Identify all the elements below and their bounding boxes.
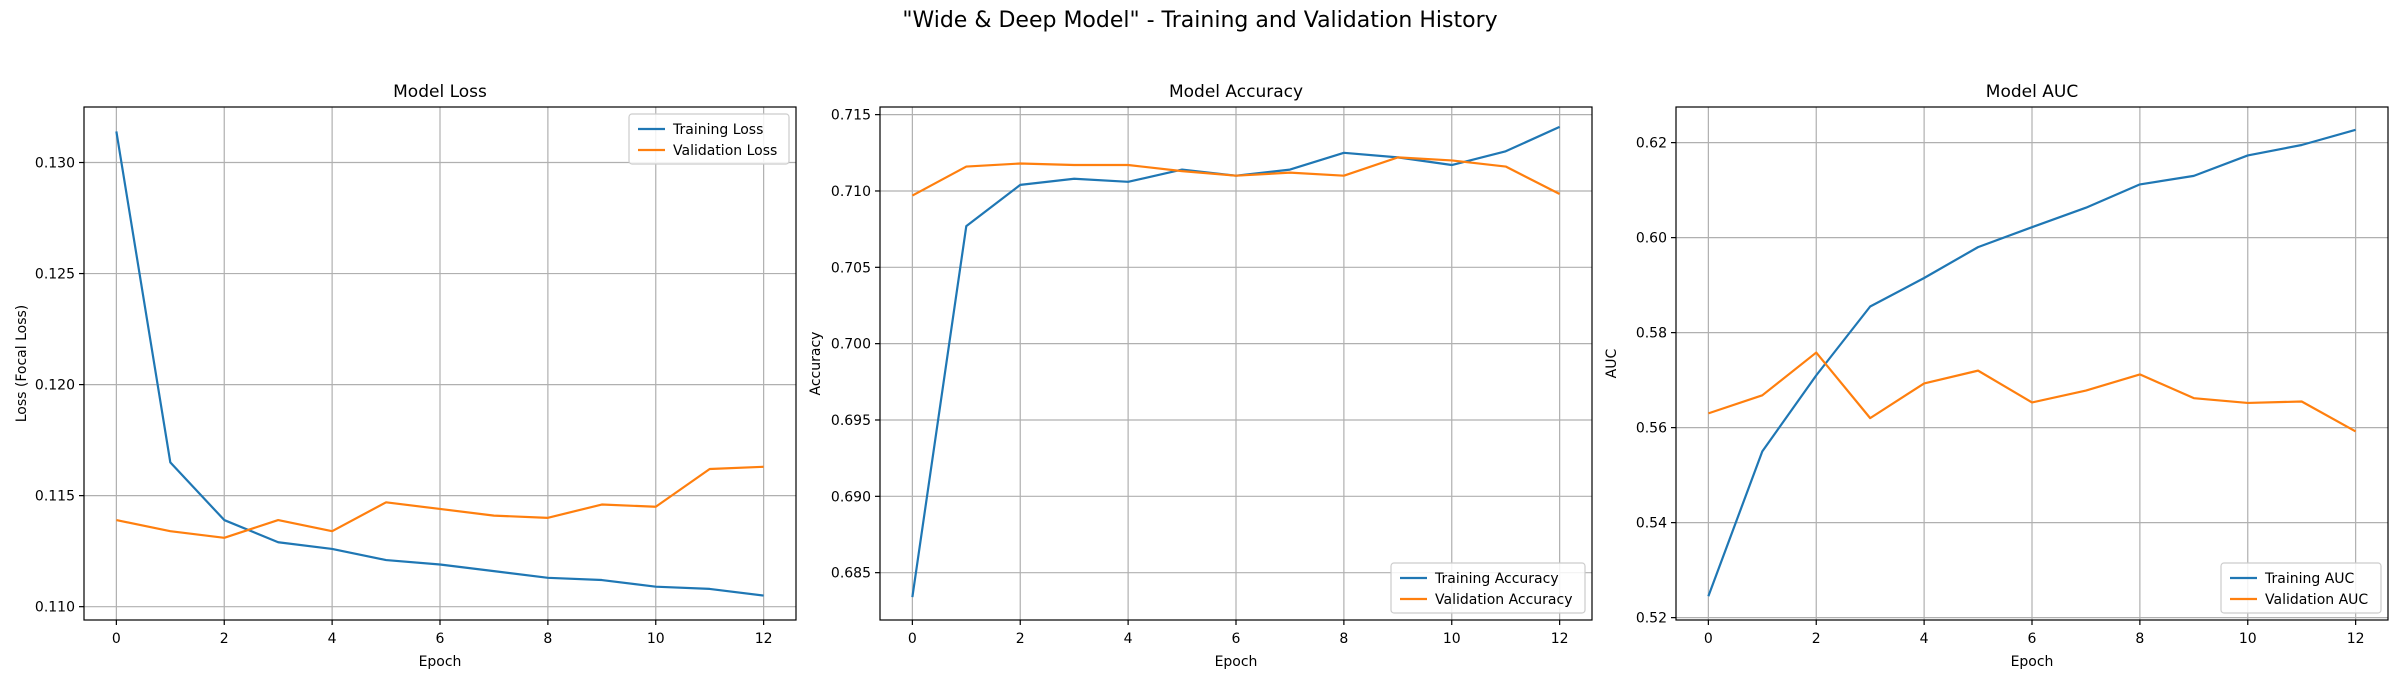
y-tick-label: 0.685 [831,566,871,582]
series-line-0 [1707,128,2356,597]
legend-label: Validation Accuracy [1435,592,1573,608]
x-tick-label: 12 [1551,631,1569,647]
x-tick-label: 0 [908,631,917,647]
legend-label: Training AUC [2264,571,2355,587]
x-tick-label: 0 [1704,631,1713,647]
x-tick-label: 4 [1920,631,1929,647]
legend-box [1390,562,1586,614]
x-axis-label: Epoch [2011,654,2054,670]
x-axis-label: Epoch [1215,654,1258,670]
series-line-0 [115,131,764,597]
y-tick-label: 0.690 [831,489,871,505]
y-tick-label: 0.120 [35,378,75,394]
x-tick-label: 6 [2028,631,2037,647]
y-tick-label: 0.60 [1636,231,1667,247]
y-tick-label: 0.54 [1636,516,1667,532]
chart-panel-0: 0 2 4 6 8 10 12 0.110 0.115 0.120 0.125 0.130 Model … [14,82,797,670]
legend-label: Training Accuracy [1434,571,1559,587]
legend-box [2220,562,2382,614]
x-axis-label: Epoch [419,654,462,670]
series-line-1 [116,465,764,539]
y-tick-label: 0.52 [1636,611,1667,627]
chart-title: Model Loss [393,82,487,102]
x-tick-label: 8 [543,631,552,647]
series-line-1 [911,156,1561,197]
x-tick-label: 2 [1016,631,1025,647]
series-line-1 [1708,351,2357,433]
x-tick-label: 4 [328,631,337,647]
legend: Training AUC Validation AUC [2220,562,2382,614]
legend: Training Loss Validation Loss [628,113,790,165]
x-tick-label: 4 [1124,631,1133,647]
legend-box [628,113,790,165]
y-tick-label: 0.56 [1636,421,1667,437]
x-tick-label: 10 [647,631,665,647]
y-tick-label: 0.695 [831,413,871,429]
chart-title: Model Accuracy [1169,82,1303,102]
chart-panel-2: 0 2 4 6 8 10 12 0.52 0.54 0.56 0.58 0.60 0.62 Model A… [1604,82,2389,670]
x-tick-label: 2 [1812,631,1821,647]
y-axis-label: Loss (Focal Loss) [14,305,30,423]
figure-title: "Wide & Deep Model" - Training and Valid… [902,8,1498,33]
x-tick-label: 12 [2347,631,2365,647]
legend: Training Accuracy Validation Accuracy [1390,562,1586,614]
x-tick-label: 10 [2239,631,2257,647]
y-tick-label: 0.115 [35,489,75,505]
y-tick-label: 0.130 [35,156,75,172]
legend-label: Validation AUC [2265,592,2368,608]
y-tick-label: 0.705 [831,260,871,276]
y-tick-label: 0.700 [831,337,871,353]
legend-label: Validation Loss [673,143,777,159]
legend-label: Training Loss [672,122,763,138]
chart-title: Model AUC [1986,82,2078,102]
y-tick-label: 0.110 [35,600,75,616]
x-tick-label: 2 [220,631,229,647]
y-tick-label: 0.710 [831,184,871,200]
x-tick-label: 10 [1443,631,1461,647]
y-tick-label: 0.58 [1636,326,1667,342]
x-tick-label: 0 [112,631,121,647]
y-axis-label: AUC [1604,348,1620,378]
y-tick-label: 0.62 [1636,136,1667,152]
x-tick-label: 6 [436,631,445,647]
y-axis-label: Accuracy [808,332,824,396]
x-tick-label: 6 [1232,631,1241,647]
x-tick-label: 12 [755,631,773,647]
x-tick-label: 8 [1339,631,1348,647]
y-tick-label: 0.125 [35,267,75,283]
y-tick-label: 0.715 [831,108,871,124]
x-tick-label: 8 [2135,631,2144,647]
chart-panel-1: 0 2 4 6 8 10 12 0.685 0.690 0.695 0.700 0.705 0.710 0… [808,82,1593,670]
